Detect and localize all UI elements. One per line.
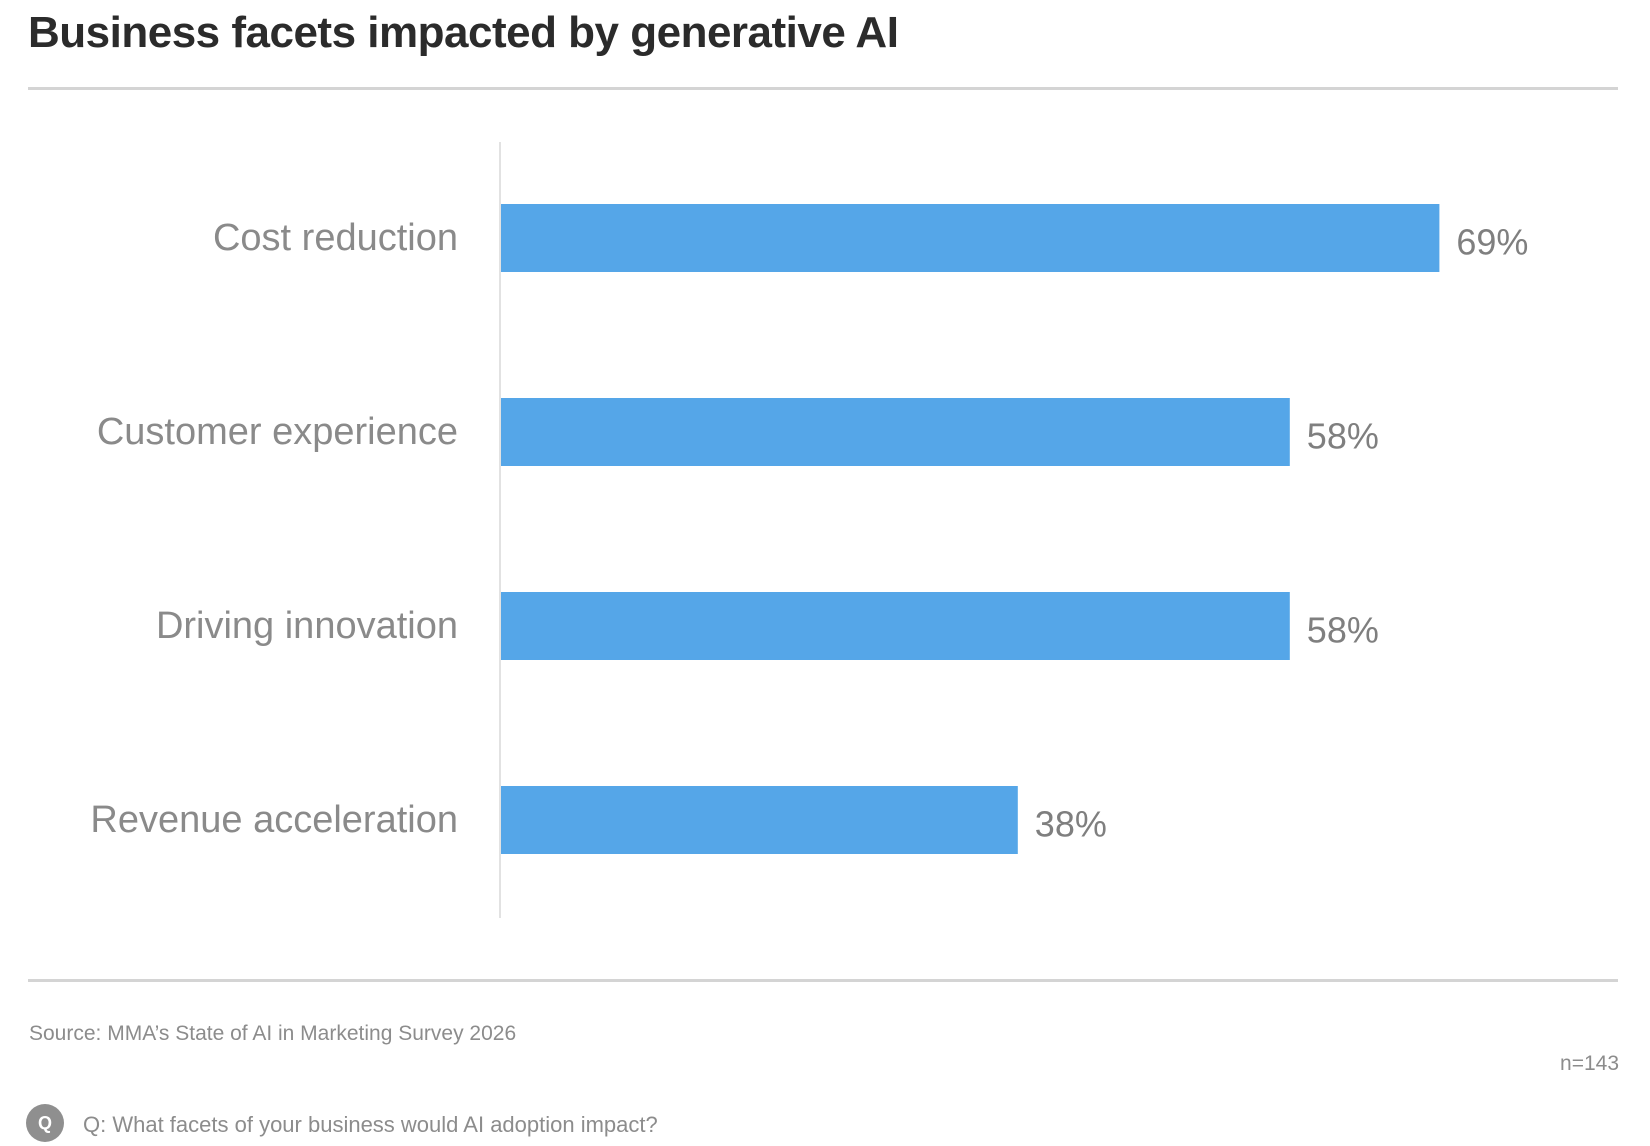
bar-customer-experience xyxy=(501,398,1290,466)
value-label: 69% xyxy=(1456,222,1528,263)
category-label: Cost reduction xyxy=(213,217,458,259)
bar-driving-innovation xyxy=(501,592,1290,660)
bar-revenue-acceleration xyxy=(501,786,1018,854)
bar-chart: Cost reduction 69% Customer experience 58% D… xyxy=(90,142,1528,918)
value-label: 38% xyxy=(1035,804,1107,845)
chart-title: Business facets impacted by generative A… xyxy=(28,8,899,57)
category-label: Revenue acceleration xyxy=(90,799,458,841)
category-label: Customer experience xyxy=(97,411,458,453)
title-divider xyxy=(28,87,1618,90)
bar-cost-reduction xyxy=(501,204,1440,272)
value-label: 58% xyxy=(1307,416,1379,457)
survey-question: Q: What facets of your business would AI… xyxy=(83,1112,658,1137)
value-label: 58% xyxy=(1307,610,1379,651)
source-note: Source: MMA’s State of AI in Marketing S… xyxy=(29,1022,517,1045)
sample-size: n=143 xyxy=(1560,1052,1619,1075)
question-icon: Q xyxy=(26,1104,64,1142)
footer-divider xyxy=(28,979,1618,982)
bars-layer: Cost reduction 69% Customer experience 58% D… xyxy=(90,204,1528,854)
category-label: Driving innovation xyxy=(156,605,458,647)
